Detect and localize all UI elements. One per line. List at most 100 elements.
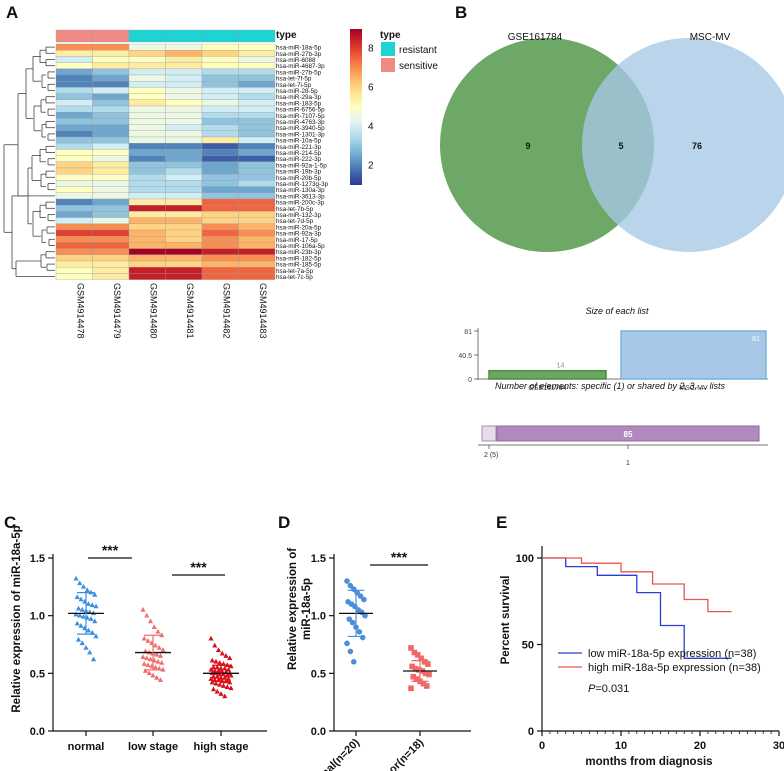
data-point-0: [84, 587, 90, 593]
heatmap-cell: [165, 105, 203, 113]
legend-swatch-sensitive: [381, 58, 395, 72]
heatmap-row-label: hsa-miR-20a-5p: [276, 224, 322, 231]
heatmap-cell: [165, 124, 203, 131]
heatmap-cell: [238, 43, 276, 51]
heatmap-type-cell: [128, 29, 166, 43]
heatmap-cell: [201, 223, 239, 231]
heatmap-row-label: hsa-miR-4763-3p: [276, 119, 325, 126]
heatmap-row-label: hsa-miR-1301-3p: [276, 131, 325, 138]
heatmap-cell: [238, 155, 276, 162]
heatmap-cell: [128, 68, 166, 76]
legend-label-sensitive: sensitive: [399, 61, 438, 72]
data-point-0: [344, 640, 350, 647]
heatmap-cell: [128, 217, 166, 224]
shared-chart-title: Number of elements: specific (1) or shar…: [495, 381, 726, 391]
e-x-tick-label: 30: [773, 740, 784, 752]
size-bar-category: MSC-MV: [679, 385, 708, 392]
significance-label: ***: [102, 542, 119, 558]
heatmap-cell: [92, 205, 130, 212]
heatmap-cell: [238, 50, 276, 57]
heatmap-cell: [238, 99, 276, 107]
heatmap-cell: [201, 198, 239, 206]
heatmap-cell: [201, 205, 239, 212]
heatmap-type-title: type: [276, 30, 297, 41]
size-bar-category: GSE161784: [528, 385, 566, 392]
heatmap-cell: [238, 205, 276, 212]
heatmap-cell: [201, 68, 239, 76]
data-point-2: [213, 680, 219, 686]
heatmap-cell: [238, 81, 276, 88]
heatmap-row-label: hsa-miR-17-5p: [276, 237, 318, 244]
e-x-tick-label: 10: [615, 740, 627, 752]
data-point-0: [74, 594, 80, 600]
heatmap-row-label: hsa-miR-1273g-3p: [276, 181, 329, 188]
data-point-1: [157, 653, 164, 658]
heatmap-cell: [92, 130, 130, 138]
heatmap-cell: [165, 192, 203, 200]
heatmap-cell: [92, 56, 130, 63]
heatmap-type-cell: [55, 29, 93, 43]
d-axes: 0.0 0.5 1.0 1.5 Normal(n=20) Tumor(n=18): [304, 553, 471, 771]
heatmap-cell: [92, 273, 130, 280]
data-point-0: [78, 623, 84, 628]
heatmap-cell: [201, 192, 239, 200]
heatmap-row-label: hsa-miR-6756-5p: [276, 107, 325, 114]
heatmap-row-label: hsa-miR-4687-3p: [276, 63, 325, 70]
heatmap-cell: [128, 87, 166, 94]
heatmap-cell: [238, 260, 276, 268]
heatmap-row-label: hsa-miR-132-3p: [276, 212, 322, 219]
data-point-1: [420, 680, 427, 687]
data-point-1: [159, 659, 165, 665]
heatmap-cell: [165, 273, 203, 280]
e-y-tick-label: 50: [522, 640, 534, 652]
heatmap-cell: [92, 180, 130, 187]
heatmap-cell: [201, 248, 239, 255]
data-point-1: [409, 663, 415, 670]
heatmap-cell: [92, 43, 130, 51]
heatmap-cell: [201, 112, 239, 119]
heatmap-cell: [128, 242, 166, 249]
data-point-1: [145, 638, 151, 643]
x-category-label: low stage: [128, 741, 178, 753]
heatmap-cell: [55, 198, 93, 206]
heatmap-cell: [55, 254, 93, 262]
heatmap-cell: [201, 43, 239, 51]
x-category-label: normal: [68, 741, 105, 753]
shared-category: 1: [626, 460, 630, 467]
heatmap-cell: [92, 99, 130, 107]
survival-curve-1: [542, 557, 732, 613]
heatmap-cell: [128, 99, 166, 107]
data-point-1: [413, 676, 420, 682]
venn-circle-msc-mv: [582, 38, 784, 252]
heatmap-type-bar: [55, 29, 276, 43]
c-axes: 0.0 0.5 1.0 1.5 normal low stage high stage: [30, 553, 267, 753]
e-p-value-text: =0.031: [595, 683, 629, 695]
heatmap-cell: [165, 130, 203, 138]
heatmap-cell: [128, 229, 166, 237]
heatmap-cell: [165, 74, 203, 82]
heatmap-row-label: hsa-miR-28-5p: [276, 88, 318, 95]
heatmap-cell: [128, 161, 166, 169]
heatmap-row-label: hsa-miR-19b-3p: [276, 169, 322, 176]
data-point-0: [357, 593, 364, 599]
data-point-1: [160, 666, 166, 672]
e-y-tick-label: 0: [528, 726, 534, 738]
heatmap-cell: [201, 186, 239, 193]
heatmap-row-label: hsa-miR-3940-5p: [276, 125, 325, 132]
heatmap-row-label: hsa-miR-130a-3p: [276, 187, 325, 194]
heatmap-cell: [128, 93, 166, 100]
heatmap-cell: [92, 217, 130, 224]
heatmap-cell: [128, 149, 166, 156]
heatmap-cell: [128, 118, 166, 125]
heatmap-colorbar-tick-label: 8: [368, 44, 374, 55]
heatmap-cell: [55, 143, 93, 150]
panel-a-label: A: [6, 3, 18, 22]
heatmap-cell: [165, 68, 203, 76]
heatmap-row-label: hsa-miR-92a-3p: [276, 231, 322, 238]
heatmap-cell: [165, 174, 203, 181]
heatmap-row-label: hsa-let-7a-5p: [276, 268, 314, 275]
heatmap-cell: [92, 186, 130, 193]
heatmap-cell: [201, 155, 239, 162]
data-point-1: [152, 642, 159, 648]
heatmap-cell: [201, 93, 239, 100]
